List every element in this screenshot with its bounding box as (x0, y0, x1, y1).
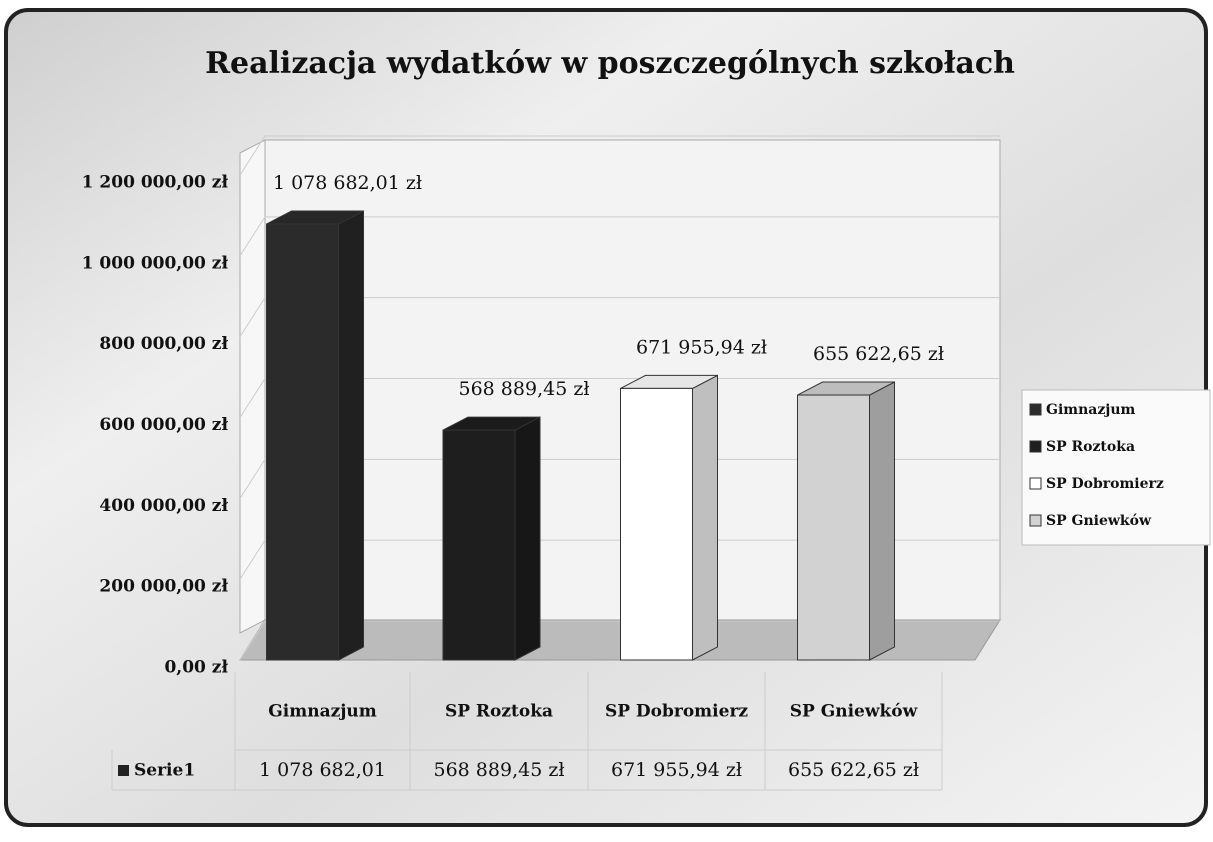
bar-side (338, 210, 364, 661)
grid-line (239, 378, 1000, 418)
bar-side (692, 374, 718, 661)
bar (266, 223, 339, 661)
category-label: Gimnazjum (268, 702, 377, 722)
chart-title: Realizacja wydatków w poszczególnych szk… (205, 46, 1015, 81)
legend-swatch (1029, 403, 1042, 416)
legend-swatch (1029, 514, 1042, 527)
legend-label: SP Roztoka (1046, 439, 1135, 455)
data-label: 1 078 682,01 zł (273, 172, 422, 194)
data-label: 568 889,45 zł (459, 378, 590, 400)
bar-side (869, 381, 895, 661)
data-table-value: 568 889,45 zł (434, 759, 565, 781)
grid-line (239, 458, 1000, 499)
grid-line (239, 135, 1000, 176)
data-table-value: 671 955,94 zł (611, 759, 742, 781)
legend-label: Gimnazjum (1046, 402, 1136, 418)
data-table-value: 655 622,65 zł (788, 759, 919, 781)
y-tick-label: 200 000,00 zł (99, 577, 228, 597)
legend-swatch (1029, 477, 1042, 490)
grid-line (239, 297, 1000, 337)
category-label: SP Gniewków (790, 702, 918, 722)
grid-line (239, 216, 1000, 257)
legend-label: SP Gniewków (1046, 513, 1152, 529)
y-tick-label: 600 000,00 zł (99, 415, 228, 435)
y-tick-label: 1 200 000,00 zł (82, 173, 229, 193)
grid-line (239, 539, 1000, 580)
category-label: SP Roztoka (445, 702, 553, 722)
bar (620, 387, 693, 661)
y-tick-label: 800 000,00 zł (99, 334, 228, 354)
data-table-swatch (118, 765, 129, 776)
data-table-series: Serie1 (134, 761, 195, 781)
bar (797, 394, 870, 661)
bar-side (514, 416, 541, 661)
y-tick-label: 0,00 zł (164, 658, 228, 678)
legend-swatch (1029, 440, 1042, 453)
y-tick-label: 400 000,00 zł (99, 496, 228, 516)
data-table-grid (111, 672, 943, 791)
data-label: 655 622,65 zł (813, 343, 944, 365)
grid-line (239, 620, 1000, 661)
data-label: 671 955,94 zł (636, 336, 767, 358)
category-label: SP Dobromierz (605, 702, 748, 722)
bar (442, 429, 516, 661)
data-table-value: 1 078 682,01 (259, 759, 386, 781)
legend-label: SP Dobromierz (1046, 476, 1164, 492)
legend-box (1021, 389, 1211, 546)
y-tick-label: 1 000 000,00 zł (82, 253, 229, 273)
